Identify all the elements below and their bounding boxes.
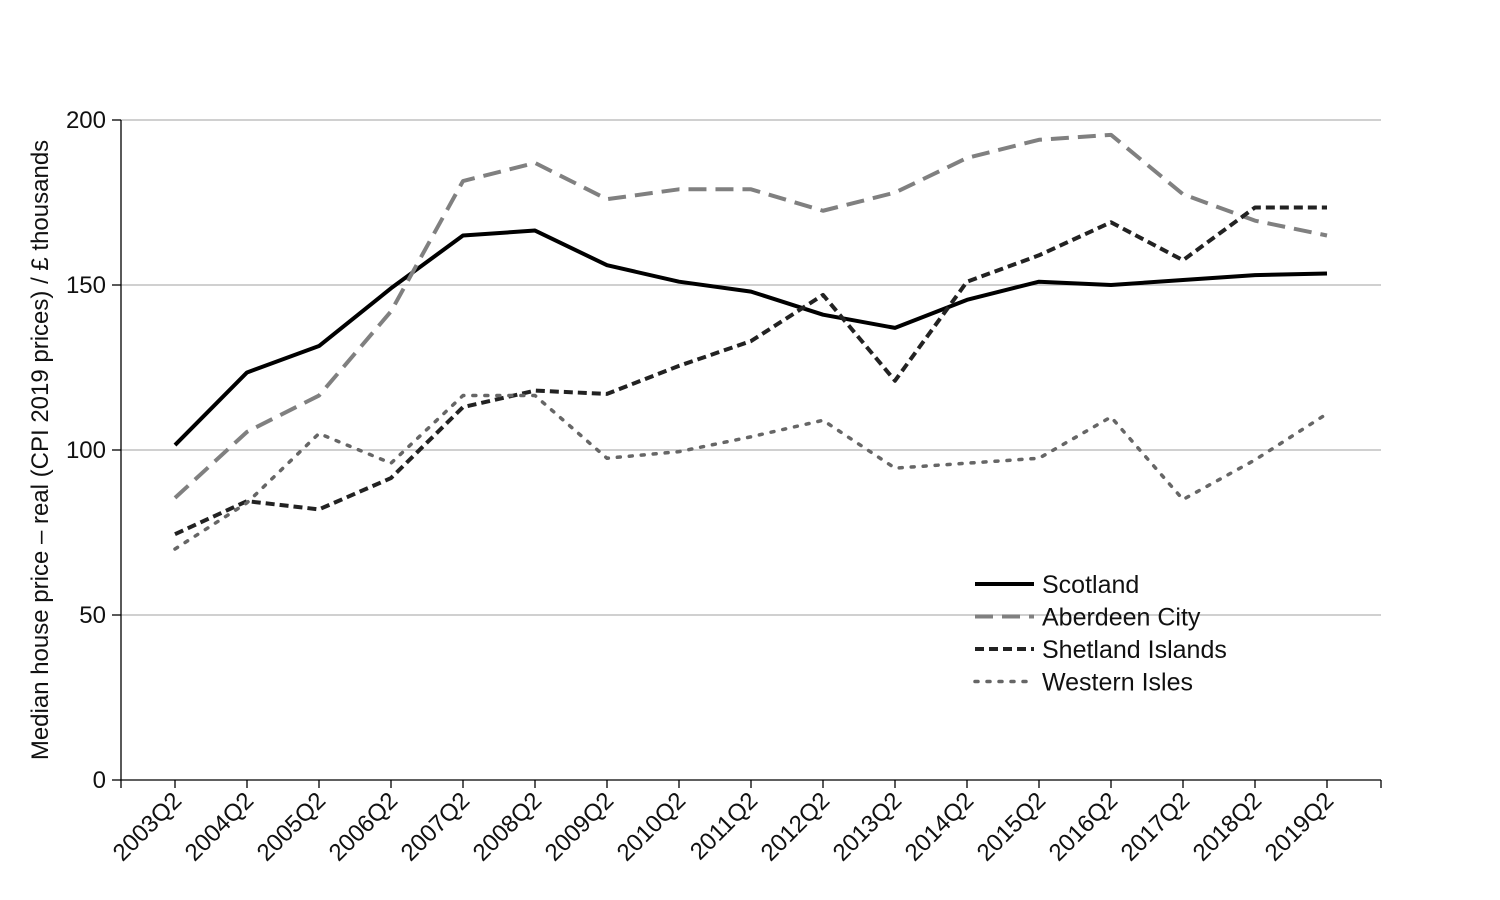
x-tick-label: 2008Q2	[468, 787, 547, 866]
legend: Scotland Aberdeen City Shetland Islands Wes…	[973, 571, 1227, 697]
x-tick-labels: 2003Q22004Q22005Q22006Q22007Q22008Q22009…	[108, 787, 1339, 866]
x-tick-label: 2015Q2	[972, 787, 1051, 866]
y-axis-title: Median house price – real (CPI 2019 pric…	[27, 140, 54, 760]
axes	[112, 119, 1382, 788]
x-tick-label: 2005Q2	[252, 787, 331, 866]
y-tick-label: 150	[66, 272, 106, 299]
y-tick-labels: 0 50 100 150 200	[66, 107, 106, 794]
series-line-2	[174, 205, 1327, 536]
y-tick-label: 100	[66, 437, 106, 464]
x-tick-label: 2010Q2	[612, 787, 691, 866]
x-tick-label: 2014Q2	[900, 787, 979, 866]
legend-label: Aberdeen City	[1042, 604, 1201, 632]
y-tick-label: 0	[93, 767, 106, 794]
legend-label: Scotland	[1042, 571, 1139, 599]
y-tick-label: 200	[66, 107, 106, 134]
series-line-3	[173, 393, 1329, 551]
legend-label: Shetland Islands	[1042, 636, 1227, 664]
x-tick-label: 2009Q2	[540, 787, 619, 866]
gridlines	[121, 119, 1381, 616]
series-line-0	[173, 228, 1328, 447]
x-tick-label: 2006Q2	[324, 787, 403, 866]
x-tick-label: 2019Q2	[1260, 787, 1339, 866]
series-line-1	[173, 132, 1328, 500]
x-tick-label: 2016Q2	[1044, 787, 1123, 866]
x-tick-label: 2003Q2	[108, 787, 187, 866]
x-tick-label: 2004Q2	[180, 787, 259, 866]
x-tick-label: 2013Q2	[828, 787, 907, 866]
series-lines	[173, 132, 1329, 551]
y-tick-label: 50	[79, 602, 106, 629]
x-tick-label: 2018Q2	[1188, 787, 1267, 866]
x-tick-label: 2012Q2	[756, 787, 835, 866]
legend-label: Western Isles	[1042, 669, 1193, 697]
x-tick-label: 2011Q2	[685, 787, 763, 865]
x-tick-label: 2007Q2	[396, 787, 475, 866]
x-tick-label: 2017Q2	[1116, 787, 1195, 866]
